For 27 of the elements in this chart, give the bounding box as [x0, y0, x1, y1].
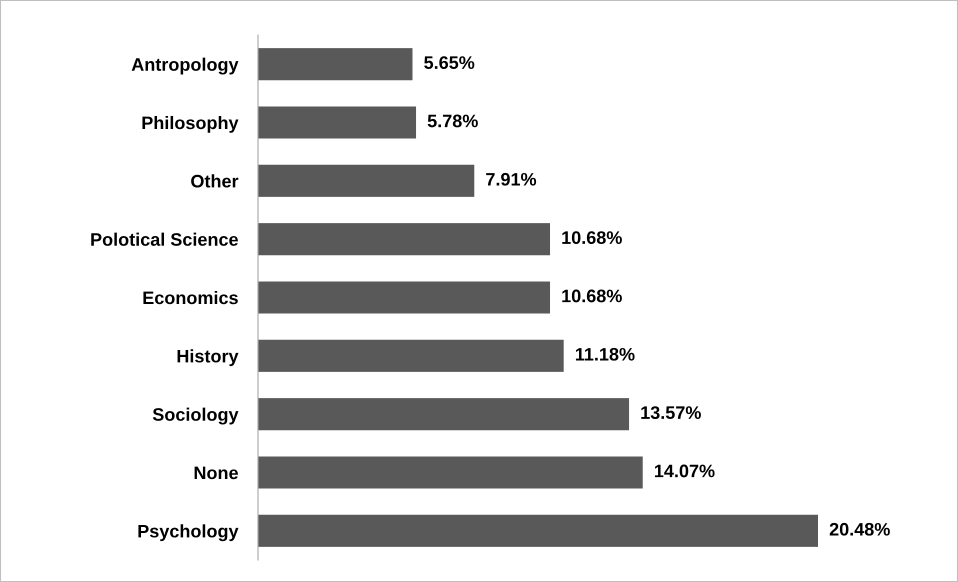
y-tick-label: Polotical Science	[91, 232, 238, 246]
bar	[258, 456, 643, 489]
y-tick-label: Psychology	[138, 524, 238, 542]
bar	[258, 398, 630, 430]
data-label: 11.18%	[576, 348, 635, 361]
y-tick-label: Sociology	[152, 408, 238, 425]
y-tick-label: Other	[191, 174, 238, 188]
bar	[258, 106, 416, 139]
data-label: 7.91%	[486, 172, 536, 186]
y-tick-label: History	[178, 349, 238, 366]
data-label: 20.48%	[830, 522, 890, 536]
data-label: 5.78%	[428, 114, 478, 128]
y-tick-label: Antropology	[132, 58, 238, 75]
y-tick-label: Economics	[143, 290, 238, 304]
y-tick-label: None	[194, 466, 238, 480]
bar	[258, 514, 818, 547]
data-label: 5.65%	[424, 56, 474, 70]
bar	[258, 281, 550, 314]
bar	[258, 164, 474, 197]
bar	[258, 223, 550, 256]
data-label: 13.57%	[641, 406, 701, 420]
bar	[258, 340, 564, 372]
data-label: 14.07%	[654, 464, 715, 478]
data-label: 10.68%	[562, 290, 622, 302]
bar	[258, 48, 412, 80]
y-tick-label: Philosophy	[142, 116, 238, 133]
data-label: 10.68%	[562, 231, 622, 244]
